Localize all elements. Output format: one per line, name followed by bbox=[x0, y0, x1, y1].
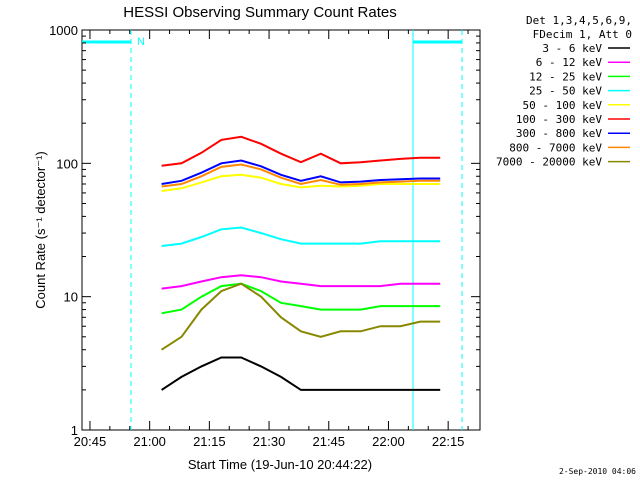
series-line-800-7000-kev bbox=[161, 163, 441, 188]
legend-entry-label: 3 - 6 keV bbox=[542, 42, 602, 55]
legend-header-line-1: Det 1,3,4,5,6,9, bbox=[526, 14, 632, 27]
x-tick-label: 20:45 bbox=[74, 434, 107, 449]
series-layer bbox=[161, 135, 441, 391]
series-line-25-50-kev bbox=[161, 226, 441, 247]
y-tick-label: 10 bbox=[64, 290, 78, 305]
series-line-300-800-kev bbox=[161, 159, 441, 185]
legend: Det 1,3,4,5,6,9, FDecim 1, Att 0 3 - 6 k… bbox=[496, 14, 632, 169]
x-tick-label: 21:00 bbox=[133, 434, 166, 449]
series-line-50-100-kev bbox=[161, 173, 441, 192]
observation-bands: N bbox=[82, 30, 463, 430]
legend-entry-label: 800 - 7000 keV bbox=[509, 141, 602, 154]
legend-entry-label: 6 - 12 keV bbox=[536, 56, 603, 69]
y-tick-label: 1 bbox=[71, 423, 78, 438]
legend-entry-label: 12 - 25 keV bbox=[529, 70, 602, 83]
legend-entry-label: 300 - 800 keV bbox=[516, 127, 602, 140]
x-tick-label: 21:45 bbox=[312, 434, 345, 449]
plot-frame bbox=[81, 29, 481, 431]
x-tick-label: 21:15 bbox=[193, 434, 226, 449]
series-line-6-12-kev bbox=[161, 274, 441, 290]
annotation-marker: N bbox=[137, 36, 145, 48]
x-tick-label: 22:15 bbox=[432, 434, 465, 449]
plot-area bbox=[81, 29, 481, 431]
series-line-3-6-kev bbox=[161, 356, 441, 391]
generation-timestamp: 2-Sep-2010 04:06 bbox=[559, 467, 636, 476]
x-axis-label: Start Time (19-Jun-10 20:44:22) bbox=[188, 457, 372, 472]
x-tick-label: 21:30 bbox=[253, 434, 286, 449]
series-line-12-25-kev bbox=[161, 282, 441, 315]
legend-entry-label: 100 - 300 keV bbox=[516, 113, 602, 126]
legend-entry-label: 25 - 50 keV bbox=[529, 85, 602, 98]
y-tick-label: 1000 bbox=[49, 23, 78, 38]
series-line-100-300-kev bbox=[161, 135, 441, 167]
series-line-7000-20000-kev bbox=[161, 282, 441, 351]
legend-header-line-2: FDecim 1, Att 0 bbox=[533, 28, 632, 41]
axis-layer: 20:45 21:00 21:15 21:30 21:45 22:00 22:15 1 10 10… bbox=[49, 23, 480, 449]
legend-entry-label: 7000 - 20000 keV bbox=[496, 156, 602, 169]
legend-entry-label: 50 - 100 keV bbox=[523, 99, 603, 112]
chart-title: HESSI Observing Summary Count Rates bbox=[123, 4, 396, 21]
y-tick-label: 100 bbox=[56, 156, 78, 171]
x-tick-label: 22:00 bbox=[372, 434, 405, 449]
y-axis-label: Count Rate (s⁻¹ detector⁻¹) bbox=[33, 151, 48, 309]
